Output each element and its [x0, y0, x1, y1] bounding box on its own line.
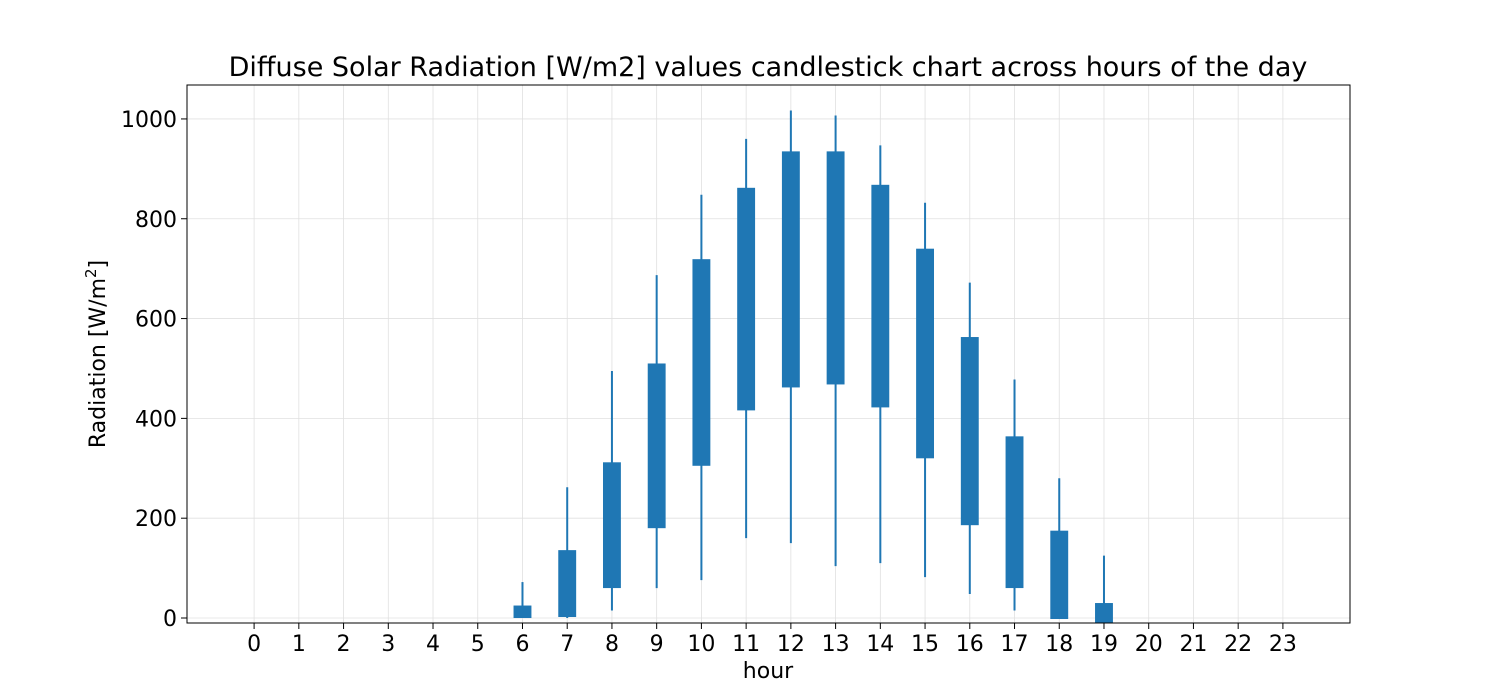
x-axis-label: hour	[743, 659, 794, 684]
x-tick-label: 6	[515, 632, 529, 657]
x-tick-label: 20	[1135, 632, 1163, 657]
candle-hour-13	[826, 115, 845, 567]
x-tick-label: 4	[426, 632, 440, 657]
x-tick-label: 17	[1001, 632, 1029, 657]
candle-body	[916, 248, 935, 459]
candle-hour-12	[781, 110, 800, 544]
plot-frame	[186, 84, 1351, 624]
candle-hour-14	[871, 145, 890, 564]
x-tick-label: 15	[911, 632, 939, 657]
x-tick-label: 9	[650, 632, 664, 657]
y-tick-label: 400	[135, 407, 177, 432]
candle-hour-17	[1005, 379, 1024, 611]
candle-body	[826, 151, 845, 385]
candle-body	[1050, 530, 1069, 620]
y-axis-label-main: Radiation [W/m	[86, 278, 111, 448]
candle-body	[960, 337, 979, 526]
candles-layer	[513, 110, 1113, 623]
y-tick-label: 600	[135, 308, 177, 333]
candle-hour-9	[647, 275, 666, 589]
x-tick-label: 13	[822, 632, 850, 657]
y-tick-label: 800	[135, 208, 177, 233]
candle-hour-11	[737, 138, 756, 539]
candle-hour-19	[1095, 555, 1113, 623]
x-tick-label: 21	[1179, 632, 1207, 657]
candle-hour-16	[960, 282, 979, 595]
candle-body	[1095, 603, 1113, 623]
candle-body	[1005, 436, 1024, 589]
y-axis-label: Radiation [W/m2]	[82, 260, 111, 448]
candle-body	[558, 550, 577, 618]
grid-layer	[187, 85, 1350, 623]
candle-hour-18	[1050, 478, 1069, 620]
candle-body	[871, 184, 890, 408]
candle-hour-8	[602, 370, 621, 611]
candle-body	[737, 187, 756, 411]
candle-body	[513, 605, 532, 619]
x-tick-label: 10	[687, 632, 715, 657]
y-tick-label: 200	[135, 507, 177, 532]
x-tick-label: 1	[292, 632, 306, 657]
x-tick-label: 12	[777, 632, 805, 657]
x-tick-label: 7	[560, 632, 574, 657]
x-tick-label: 23	[1269, 632, 1297, 657]
x-tick-label: 16	[956, 632, 984, 657]
x-tick-label: 8	[605, 632, 619, 657]
candle-body	[602, 462, 621, 589]
y-axis-label-end: ]	[86, 260, 111, 269]
x-tick-label: 22	[1224, 632, 1252, 657]
x-tick-label: 5	[471, 632, 485, 657]
y-tick-label: 0	[163, 607, 177, 632]
candle-hour-10	[692, 194, 711, 581]
candle-body	[692, 259, 711, 466]
x-tick-label: 0	[247, 632, 261, 657]
candle-body	[647, 363, 666, 529]
y-axis-label-sup: 2	[82, 268, 100, 278]
x-tick-label: 2	[337, 632, 351, 657]
chart-title: Diffuse Solar Radiation [W/m2] values ca…	[229, 52, 1308, 83]
candle-body	[781, 151, 800, 388]
y-tick-label: 1000	[121, 108, 177, 133]
candle-hour-15	[916, 202, 935, 578]
y-axis: 0 200 400 600 800 1000	[121, 108, 187, 632]
x-tick-label: 18	[1045, 632, 1073, 657]
x-tick-label: 3	[381, 632, 395, 657]
x-tick-label: 19	[1090, 632, 1118, 657]
x-tick-label: 14	[866, 632, 894, 657]
candle-hour-7	[558, 487, 577, 619]
x-axis: 0 1 2 3 4 5 6 7 8 9 10 11 12 13 14 15 16 17 18 19 20 21 22 23	[247, 623, 1297, 657]
candle-hour-6	[513, 582, 532, 619]
x-tick-label: 11	[732, 632, 760, 657]
